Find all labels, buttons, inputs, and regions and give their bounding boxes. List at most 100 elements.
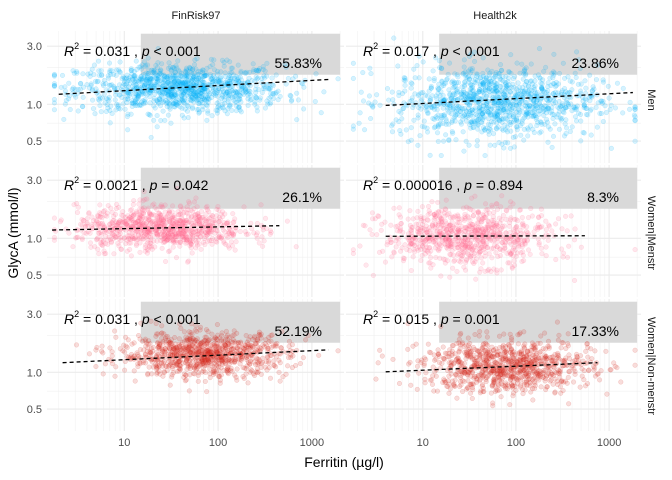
data-point — [51, 107, 57, 113]
data-point — [156, 95, 163, 101]
data-point — [143, 81, 149, 87]
data-point — [146, 234, 152, 240]
data-point — [564, 97, 570, 103]
data-point — [439, 208, 445, 214]
data-point — [532, 78, 538, 84]
data-point — [443, 197, 449, 203]
data-point — [147, 94, 153, 100]
data-point — [492, 88, 498, 95]
data-point — [257, 97, 263, 103]
data-point — [410, 254, 416, 260]
data-point — [517, 207, 524, 213]
data-point — [172, 73, 178, 79]
data-point — [260, 355, 266, 361]
data-point — [461, 148, 467, 154]
data-point — [400, 255, 406, 261]
data-point — [207, 72, 214, 78]
data-point — [528, 205, 534, 211]
data-point — [217, 75, 223, 81]
data-point — [97, 95, 103, 101]
data-point — [116, 82, 123, 88]
data-point — [97, 102, 103, 109]
data-point — [461, 64, 467, 70]
data-point — [219, 102, 225, 108]
data-point — [96, 72, 102, 78]
data-point — [177, 239, 183, 245]
data-point — [253, 341, 260, 347]
data-point — [85, 71, 91, 77]
data-point — [182, 74, 188, 80]
data-point — [155, 80, 161, 86]
data-point — [130, 100, 137, 106]
data-point — [492, 142, 498, 148]
data-point — [583, 85, 589, 91]
percent-label: 26.1% — [282, 189, 322, 205]
data-point — [102, 361, 108, 367]
data-point — [232, 247, 238, 253]
data-point — [157, 342, 163, 348]
data-point — [106, 82, 112, 88]
data-point — [195, 79, 201, 85]
data-point — [289, 342, 295, 348]
data-point — [504, 117, 510, 123]
data-point — [98, 109, 104, 115]
data-point — [211, 78, 217, 84]
data-point — [71, 70, 77, 76]
data-point — [256, 67, 262, 73]
data-point — [391, 101, 397, 107]
data-point — [177, 73, 183, 79]
data-point — [124, 237, 130, 243]
data-point — [539, 251, 545, 257]
data-point — [531, 229, 537, 235]
data-point — [271, 358, 277, 364]
data-point — [147, 100, 153, 106]
data-point — [466, 79, 472, 85]
data-point — [195, 231, 201, 237]
percent-label: 8.3% — [587, 189, 619, 205]
data-point — [157, 68, 163, 75]
data-point — [614, 80, 620, 86]
data-point — [574, 49, 580, 55]
data-point — [147, 78, 153, 84]
data-point — [480, 260, 486, 266]
data-point — [98, 72, 105, 78]
data-point — [419, 204, 425, 210]
data-point — [81, 230, 87, 236]
data-point — [549, 70, 555, 77]
data-point — [207, 238, 213, 244]
data-point — [218, 74, 224, 80]
data-point — [490, 131, 497, 137]
data-point — [240, 90, 246, 96]
data-point — [521, 137, 527, 143]
data-point — [174, 75, 180, 81]
data-point — [210, 371, 217, 378]
data-point — [445, 71, 451, 77]
data-point — [111, 251, 117, 257]
data-point — [573, 74, 579, 81]
data-point — [498, 217, 505, 223]
data-point — [93, 363, 99, 370]
data-point — [510, 75, 516, 82]
data-point — [141, 211, 147, 217]
data-point — [318, 110, 324, 116]
data-point — [438, 273, 444, 279]
data-point — [479, 111, 486, 117]
data-point — [172, 92, 178, 98]
data-point — [214, 349, 220, 355]
data-point — [120, 101, 126, 107]
data-point — [132, 99, 138, 105]
data-point — [546, 222, 552, 228]
data-point — [561, 110, 567, 116]
data-point — [543, 218, 549, 224]
data-point — [230, 337, 236, 343]
data-point — [564, 228, 570, 234]
data-point — [464, 74, 470, 80]
data-point — [101, 251, 108, 257]
data-point — [136, 201, 142, 207]
data-point — [519, 222, 525, 228]
data-point — [252, 94, 259, 100]
data-point — [116, 67, 122, 73]
data-point — [356, 120, 362, 126]
data-point — [203, 205, 209, 211]
stats-label: R2 = 0.0021 , p = 0.042 — [64, 175, 209, 193]
